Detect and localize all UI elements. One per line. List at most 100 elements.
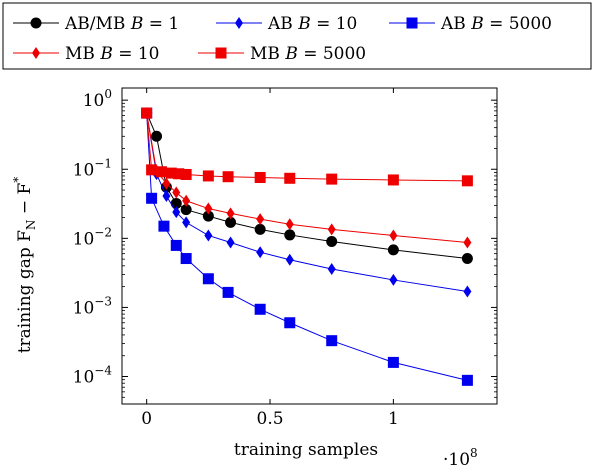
legend-label: MB B = 5000 [250,44,366,64]
legend-label-value: = 5000 [298,44,366,64]
y-tick-base: 10 [73,229,95,249]
legend-label-value: = 5000 [484,14,552,34]
series-layer [141,107,473,386]
data-point [202,210,214,222]
data-point [327,223,336,236]
legend-label-var: B [284,44,298,64]
data-point [204,202,213,215]
data-point [254,223,266,235]
data-point [170,197,182,209]
data-point [254,303,266,315]
data-point [180,253,192,265]
y-tick-base: 10 [73,298,95,318]
data-point [146,164,158,176]
data-point [204,229,213,242]
legend-label-value: = 10 [311,14,358,34]
data-point [326,335,338,347]
legend-marker [215,47,227,59]
data-point [327,262,336,275]
data-point [202,273,214,285]
x-tick-label: 0 [141,409,152,429]
data-point [155,166,167,178]
data-point [463,285,472,298]
legend-item: MB B = 5000 [198,44,366,64]
data-point [256,246,265,259]
data-point [158,220,170,232]
legend-label: AB B = 5000 [440,14,552,34]
x-tick-label: 0.5 [257,409,284,429]
legend-label-value: = 10 [113,44,160,64]
legend-label-prefix: AB [267,14,298,34]
x-multiplier: ·108 [443,446,478,470]
data-point [182,194,191,207]
data-point [151,130,163,142]
data-point [170,239,182,251]
y-label-minus: − F [15,183,35,220]
legend-label: AB/MB B = 1 [64,14,179,34]
legend-label-var: B [297,14,311,34]
plot-frame [121,87,498,405]
legend-label-var: B [130,14,144,34]
legend-item: AB B = 10 [216,14,357,34]
data-point [182,216,191,229]
legend-item: AB B = 5000 [389,14,552,34]
data-point [461,253,473,265]
data-point [284,317,296,329]
legend-label-var: B [470,14,484,34]
data-point [226,207,235,220]
data-point [326,173,338,185]
series-line [146,113,468,381]
y-tick-exp: 0 [104,87,112,101]
legend-label: AB B = 10 [267,14,357,34]
data-point [226,236,235,249]
legend-marker [406,17,418,29]
x-tick-label: 1 [388,409,399,429]
data-point [141,107,153,119]
legend-label-prefix: MB [250,44,285,64]
data-point [222,286,234,298]
y-label-main: training gap F [15,230,35,353]
y-tick-exp: −3 [94,294,112,308]
legend-frame [2,2,592,70]
y-tick-exp: −1 [94,156,112,170]
legend-label: MB B = 10 [65,44,160,64]
data-point [389,273,398,286]
series-line [146,113,468,292]
y-tick-label: 10−4 [73,364,113,388]
legend-item: AB/MB B = 1 [13,14,179,34]
data-point [387,174,399,186]
series-line [146,112,468,260]
data-point [389,229,398,242]
data-point [461,374,473,386]
y-axis-label: training gap FN − F* [11,177,38,354]
data-point [256,213,265,226]
x-multiplier-base: ·10 [443,450,470,470]
data-point [284,172,296,184]
legend-label-prefix: AB/MB [64,14,131,34]
data-point [162,177,171,190]
legend-label-prefix: MB [65,44,100,64]
legend-item: MB B = 10 [13,44,160,64]
data-point [222,171,234,183]
y-tick-base: 10 [73,160,95,180]
x-axis-label: training samples [234,440,378,460]
data-point [326,235,338,247]
y-tick-label: 10−3 [73,294,112,318]
legend-label-value: = 1 [143,14,179,34]
series-0 [141,107,473,265]
data-point [202,170,214,182]
x-multiplier-exp: 8 [470,446,478,460]
y-tick-label: 100 [83,87,112,111]
data-point [172,206,181,219]
y-tick-label: 10−1 [73,156,112,180]
y-tick-exp: −4 [94,364,112,378]
legend-label-prefix: AB [440,14,471,34]
data-point [146,192,158,204]
y-label-sub: N [24,220,38,231]
series-3 [142,107,472,249]
series-line [146,113,468,244]
series-line [146,113,468,182]
